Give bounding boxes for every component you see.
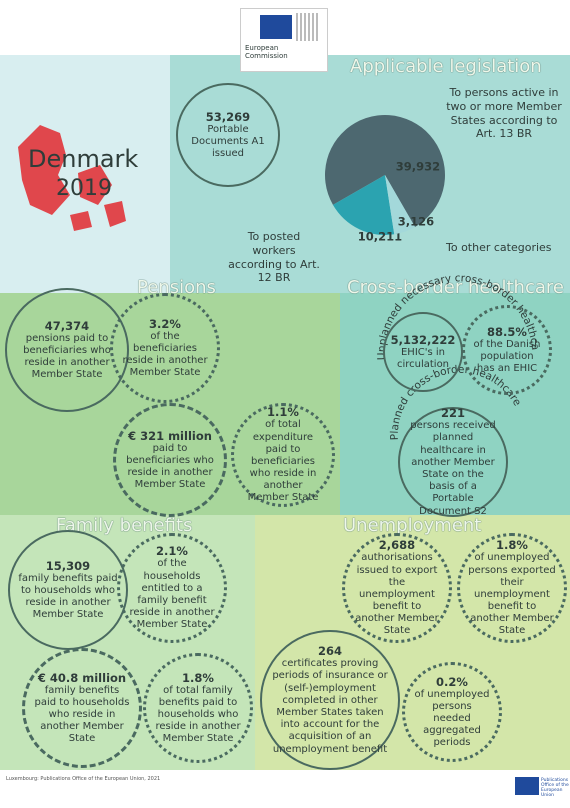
stat-number: € 321 million (128, 428, 212, 443)
stat-circle: € 40.8 million family benefits paid to ho… (22, 648, 142, 768)
stat-text: EHIC's in circulation (396, 346, 450, 370)
logo-box: European Commission (240, 8, 328, 72)
map-shape (104, 201, 126, 227)
stat-number: 88.5% (487, 324, 527, 339)
stat-text: of unemployed persons needed aggregated … (414, 688, 490, 749)
stat-text: certificates proving periods of insuranc… (272, 658, 388, 755)
section-title: Family benefits (56, 515, 193, 536)
stat-text: of the Danish population has an EHIC (473, 338, 541, 375)
stat-circle: 5,132,222 EHIC's in circulation (383, 312, 463, 392)
stat-number: 47,374 (44, 318, 90, 333)
stat-circle: 53,269 Portable Documents A1 issued (176, 83, 280, 187)
stat-circle: 1.1% of total expenditure paid to benefic… (231, 403, 335, 507)
stat-text: persons received planned healthcare in a… (410, 420, 496, 517)
section-title: Unemployment (343, 515, 482, 536)
pie-category-label: To persons active in two or more Member … (446, 86, 562, 141)
stat-text: pensions paid to beneficiaries who resid… (23, 332, 111, 381)
stat-circle: 15,309 family benefits paid to households… (8, 530, 128, 650)
stat-text: Portable Documents A1 issued (191, 123, 265, 160)
stat-number: € 40.8 million (37, 670, 127, 685)
map-shape (70, 211, 92, 231)
stat-circle: 2.1% of the households entitled to a fami… (117, 533, 227, 643)
section-title: Pensions (137, 277, 216, 298)
stat-text: paid to beneficiaries who reside in anot… (126, 442, 214, 491)
stat-text: of total family benefits paid to househo… (155, 684, 241, 745)
eu-flag (260, 15, 292, 39)
stat-circle: 3.2% of the beneficiaries reside in anoth… (110, 293, 220, 403)
stat-number: 0.2% (436, 674, 468, 689)
stat-number: 1.8% (182, 670, 214, 685)
section-title: Cross-border healthcare (347, 277, 564, 298)
stat-number: 264 (317, 644, 342, 659)
map (18, 125, 126, 231)
map-shape (18, 125, 70, 215)
section-title: Applicable legislation (350, 56, 542, 77)
building-icon (296, 13, 320, 41)
stat-number: 5,132,222 (390, 332, 456, 347)
stat-number: 15,309 (45, 558, 91, 573)
footer-logo (515, 777, 539, 795)
stat-circle: 88.5% of the Danish population has an EHI… (462, 305, 552, 395)
stat-circle: 264 certificates proving periods of insur… (260, 630, 400, 770)
stat-number: 3.2% (149, 316, 181, 331)
stat-circle: 221 persons received planned healthcare i… (398, 406, 508, 517)
stat-text: family benefits paid to households who r… (18, 572, 118, 621)
year: 2019 (56, 176, 112, 201)
stat-number: 53,269 (205, 109, 251, 124)
stat-number: 1.8% (496, 538, 528, 553)
stat-circle: 0.2% of unemployed persons needed aggrega… (402, 662, 502, 762)
pie-category-label: To posted workers according to Art. 12 B… (228, 230, 320, 285)
footer-text: Luxembourg: Publications Office of the E… (6, 776, 161, 782)
stat-number: 221 (440, 406, 465, 421)
stat-circle: 2,688 authorisations issued to export the… (342, 533, 452, 643)
footer-logo-text: Publications Office of the European Unio… (541, 778, 569, 798)
stat-number: 2.1% (156, 544, 188, 559)
stat-text: of the households entitled to a family b… (129, 558, 215, 631)
country-name: Denmark (28, 145, 139, 173)
stat-text: of total expenditure paid to beneficiari… (247, 419, 319, 504)
pie-category-label: To other categories (446, 241, 552, 254)
stat-circle: 1.8% of unemployed persons exported their… (457, 533, 567, 643)
stat-text: authorisations issued to export the unem… (355, 552, 439, 637)
stat-circle: € 321 million paid to beneficiaries who r… (113, 403, 227, 517)
stat-text: of unemployed persons exported their une… (468, 552, 556, 637)
stat-number: 2,688 (378, 538, 416, 553)
stat-number: 1.1% (267, 405, 299, 420)
stat-circle: 1.8% of total family benefits paid to hou… (143, 653, 253, 763)
map-shape (78, 165, 112, 205)
logo-text: European Commission (245, 44, 288, 60)
stat-text: of the beneficiaries reside in another M… (122, 330, 208, 379)
stat-text: family benefits paid to households who r… (34, 684, 130, 745)
